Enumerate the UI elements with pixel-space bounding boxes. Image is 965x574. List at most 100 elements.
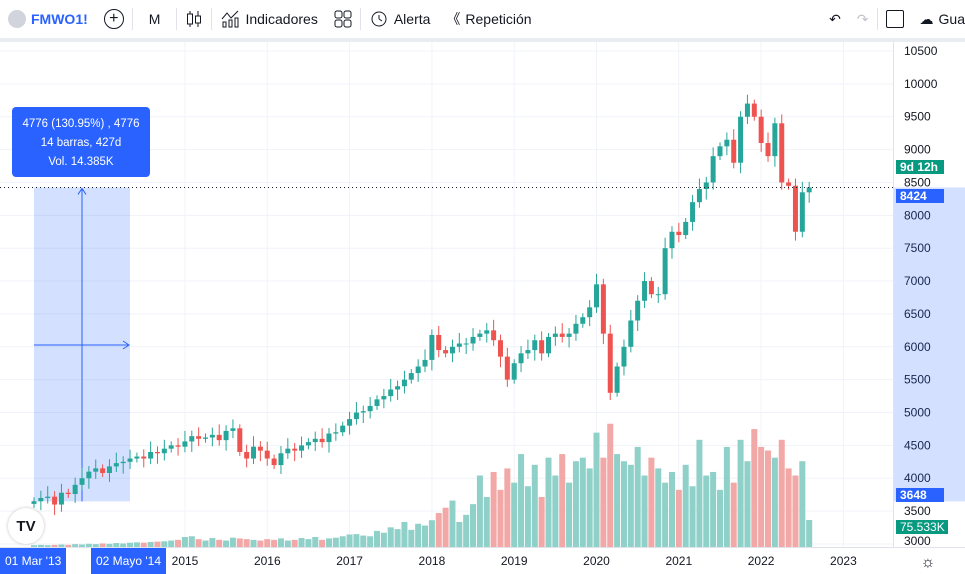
candle-body (182, 441, 188, 447)
countdown-label: 9d 12h (896, 160, 944, 174)
volume-bar (696, 439, 703, 547)
save-button[interactable]: ☁ Gua (912, 0, 965, 38)
volume-bar (593, 432, 600, 547)
candle (710, 147, 716, 190)
fullscreen-button[interactable] (878, 0, 912, 38)
candle-body (154, 451, 160, 454)
interval-button[interactable]: M (133, 0, 177, 38)
candle-body (600, 284, 606, 334)
candle-body (566, 333, 572, 337)
volume-bar (771, 457, 778, 547)
candle-body (127, 458, 133, 462)
candle (724, 132, 730, 156)
volume-bar (216, 539, 223, 547)
volume-bar (566, 482, 573, 547)
candle-body (79, 478, 85, 485)
candle (374, 395, 380, 410)
candle (511, 359, 517, 384)
price-tick-label: 8500 (904, 175, 931, 189)
candle (470, 328, 476, 351)
price-tick-label: 6500 (904, 307, 931, 321)
templates-icon (334, 10, 352, 28)
candle (463, 337, 469, 355)
candle-body (141, 456, 147, 459)
templates-button[interactable] (326, 0, 360, 38)
candle-body (58, 492, 64, 505)
candle-body (546, 336, 551, 354)
volume-bar (463, 514, 470, 547)
price-tick-label: 7000 (904, 274, 931, 288)
candle-body (216, 434, 222, 441)
volume-bar (175, 539, 182, 547)
candle (244, 444, 250, 468)
volume-bar (209, 538, 216, 547)
volume-bar (422, 525, 429, 547)
candle-body (120, 461, 126, 464)
volume-bar (518, 454, 525, 547)
volume-bar (655, 468, 662, 547)
candle (779, 114, 785, 190)
replay-button[interactable]: 《 Repetición (438, 0, 539, 38)
candle-body (532, 340, 538, 351)
volume-bar (751, 429, 758, 547)
chart-type-button[interactable] (177, 0, 211, 38)
candle-body (751, 103, 757, 117)
volume-bar (497, 489, 504, 547)
redo-icon: ↷ (856, 10, 869, 27)
candle-body (257, 446, 263, 451)
volume-bar (319, 539, 326, 547)
volume-bar (223, 540, 230, 547)
volume-bar (202, 540, 209, 547)
replay-icon: 《 (446, 11, 461, 27)
symbol-button[interactable]: FMWO1! (0, 0, 96, 38)
measure-change: 4776 (130.95%) , 4776 (22, 118, 140, 130)
separator (176, 8, 178, 30)
volume-bar (572, 461, 579, 547)
candles-icon (187, 11, 202, 27)
candle (669, 226, 675, 259)
volume-bar (99, 543, 106, 547)
volume-bar (374, 530, 380, 547)
candle (326, 427, 332, 453)
time-tick-label: 2023 (830, 554, 857, 568)
candle (703, 176, 709, 200)
separator (211, 8, 213, 30)
candle-body (525, 350, 531, 354)
candle (477, 329, 483, 341)
volume-bar (277, 538, 284, 547)
candle (79, 467, 85, 491)
time-tick-label: 2021 (665, 554, 692, 568)
save-label: Gua (938, 11, 965, 27)
measure-bars: 14 barras, 427d (40, 137, 122, 149)
add-symbol-button[interactable]: + (96, 0, 132, 38)
candle (429, 329, 435, 371)
time-axis[interactable]: 2015 2016 2017 2018 2019 2020 2021 2022 2023 ☼ (0, 547, 965, 574)
candle (285, 438, 291, 459)
candle (792, 178, 798, 241)
price-axis[interactable]: 10500 10000 9500 9000 8500 8000 7500 7000 6500 60… (893, 42, 965, 547)
undo-button[interactable]: ↶ (821, 0, 849, 38)
volume-bar (490, 471, 497, 547)
indicators-button[interactable]: Indicadores (212, 0, 325, 38)
candle-body (539, 340, 545, 354)
candle (353, 401, 359, 425)
candle (573, 314, 579, 341)
candle-body (292, 448, 298, 451)
volume-bar (730, 482, 737, 547)
volume-bar (627, 464, 634, 547)
volume-bar (31, 545, 37, 547)
volume-bar (332, 537, 339, 547)
candle (566, 328, 572, 348)
candle-body (662, 248, 668, 295)
volume-bar (744, 461, 751, 547)
redo-button[interactable]: ↷ (849, 0, 877, 38)
candle-body (642, 281, 648, 301)
candle-body (223, 430, 229, 441)
volume-bar (504, 468, 511, 547)
tradingview-logo[interactable]: TV (8, 508, 44, 544)
alert-button[interactable]: Alerta (361, 0, 439, 38)
candle-body (614, 366, 620, 393)
candle (86, 466, 92, 489)
candle-body (86, 471, 92, 479)
price-chart[interactable] (0, 42, 893, 547)
